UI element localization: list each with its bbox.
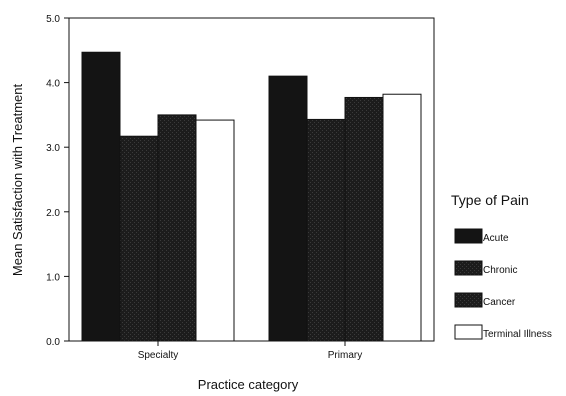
legend-swatch-chronic (454, 260, 483, 276)
legend-swatch-cancer (454, 292, 483, 308)
bar-terminal-illness-primary (382, 93, 422, 342)
y-tick-label: 3.0 (46, 143, 60, 154)
legend: Type of Pain Acute Chronic Cancer Terminal … (451, 192, 552, 340)
x-axis: Specialty Primary (138, 341, 362, 361)
x-tick-label: Primary (328, 350, 362, 361)
legend-label-chronic: Chronic (483, 265, 517, 276)
bar-acute-primary (268, 75, 308, 342)
bar-chronic-specialty (119, 135, 159, 342)
y-axis: 0.0 1.0 2.0 3.0 4.0 5.0 (46, 14, 69, 348)
legend-swatch-terminal-illness (454, 324, 483, 340)
y-tick-label: 4.0 (46, 79, 60, 90)
legend-label-terminal-illness: Terminal Illness (483, 329, 552, 340)
y-tick-label: 5.0 (46, 14, 60, 25)
bars (81, 51, 422, 342)
legend-label-cancer: Cancer (483, 297, 516, 308)
bar-terminal-illness-specialty (195, 119, 235, 342)
legend-title: Type of Pain (451, 192, 529, 208)
y-tick-label: 0.0 (46, 337, 60, 348)
y-tick-label: 2.0 (46, 208, 60, 219)
x-tick-label: Specialty (138, 350, 179, 361)
plot-frame (68, 17, 435, 342)
plot-area: 0.0 1.0 2.0 3.0 4.0 5.0 Specialty Primary (46, 14, 435, 361)
bar-cancer-specialty (157, 114, 197, 342)
y-axis-title: Mean Satisfaction with Treatment (10, 84, 25, 277)
legend-swatch-acute (454, 228, 483, 244)
y-tick-label: 1.0 (46, 272, 60, 283)
bar-chronic-primary (306, 118, 346, 342)
x-axis-title: Practice category (198, 377, 299, 392)
legend-label-acute: Acute (483, 233, 509, 244)
bar-cancer-primary (344, 96, 384, 342)
bar-acute-specialty (81, 51, 121, 342)
